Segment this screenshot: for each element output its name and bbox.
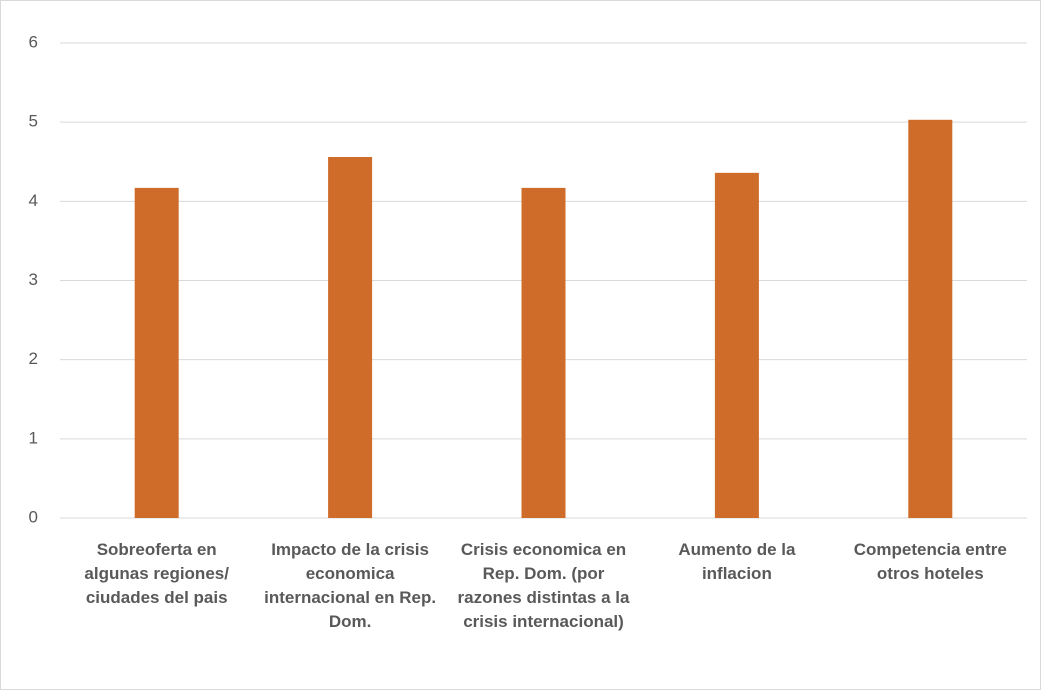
bar: [328, 157, 373, 518]
bar: [134, 187, 179, 518]
y-tick-label: 2: [29, 349, 38, 368]
bar: [521, 187, 566, 518]
y-tick-label: 5: [29, 112, 38, 131]
x-tick-label: Sobreoferta en algunas regiones/ ciudade…: [84, 540, 229, 607]
y-tick-label: 1: [29, 428, 38, 447]
bar: [908, 119, 953, 519]
x-tick-label: Crisis economica en Rep. Dom. (por razon…: [457, 540, 630, 631]
bar: [714, 172, 759, 519]
y-tick-label: 4: [29, 191, 38, 210]
x-tick-label: Aumento de la inflacion: [678, 540, 796, 583]
y-tick-label: 3: [29, 270, 38, 289]
x-tick-label: Competencia entre otros hoteles: [853, 540, 1007, 583]
y-tick-label: 6: [29, 32, 38, 51]
y-tick-label: 0: [29, 507, 38, 526]
x-tick-label: Impacto de la crisis economica internaci…: [264, 540, 437, 631]
